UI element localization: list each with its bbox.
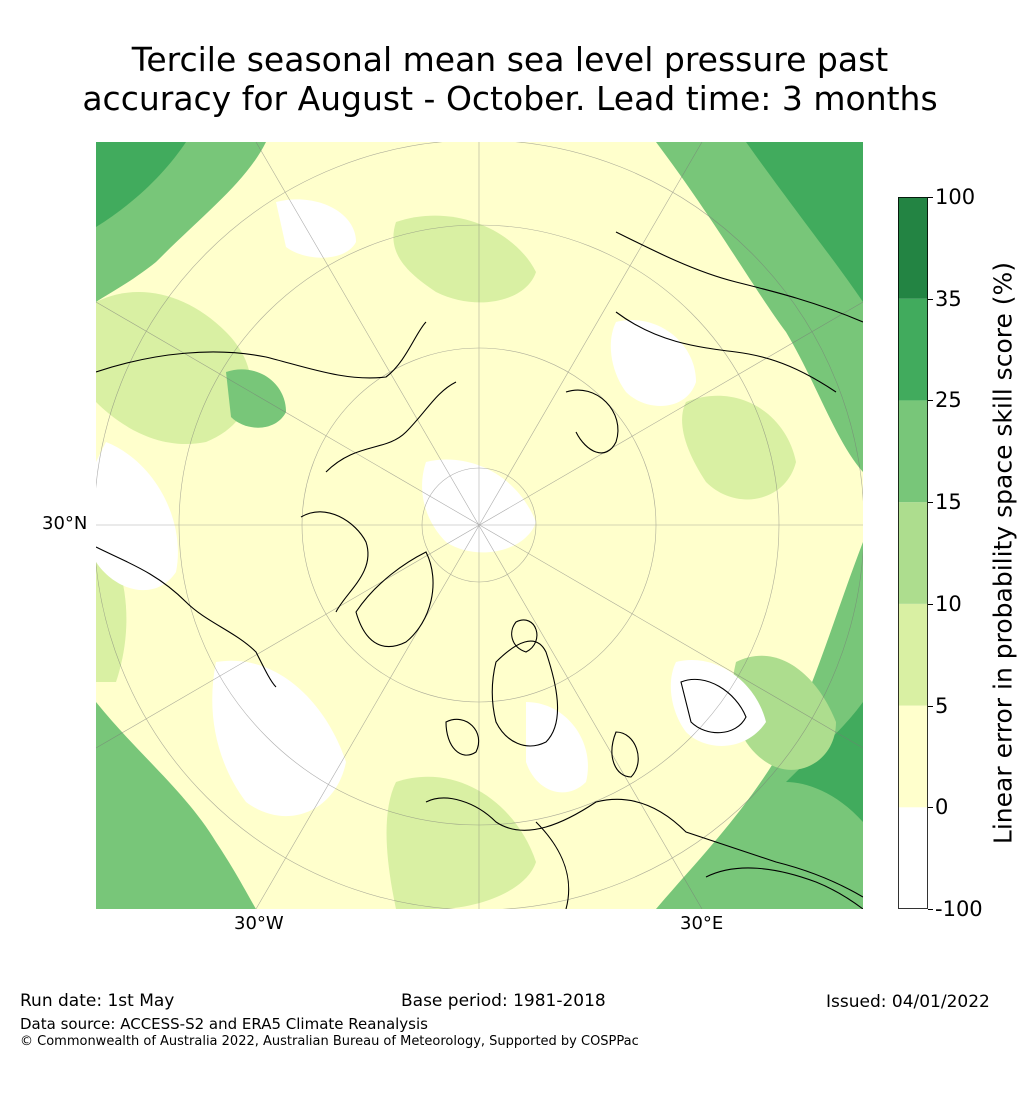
skill-zone-green-ne-dark [746,142,863,302]
run-date: Run date: 1st May [20,991,175,1011]
skill-zone-lightgreen-3 [682,395,796,500]
data-source: Data source: ACCESS-S2 and ERA5 Climate … [20,1015,428,1033]
colorbar-tick-label: 0 [935,795,949,820]
colorbar-tick-mark [928,298,933,300]
colorbar-tick-label: -100 [935,897,983,921]
colorbar-tick-label: 100 [935,185,976,209]
map-title: Tercile seasonal mean sea level pressure… [0,40,1020,118]
coastlines [96,231,863,909]
colorbar-bin [898,298,928,401]
skill-zone-white-2 [212,660,346,817]
colorbar-tick-label: 25 [935,388,962,413]
skill-zone-green-se-dark [786,702,863,822]
colorbar-tick-label: 15 [935,490,962,515]
base-period: Base period: 1981-2018 [401,991,606,1011]
skill-zone-white-6 [276,199,356,258]
map-title-line2: accuracy for August - October. Lead time… [82,79,938,118]
colorbar-bin [898,502,928,604]
colorbar-bin [898,705,928,808]
colorbar-tick-mark [928,400,933,402]
copyright-notice: © Commonwealth of Australia 2022, Austra… [20,1034,639,1049]
skill-zone-white-5 [670,660,766,746]
skill-zone-lightgreen-5 [386,776,536,909]
colorbar-tick-label: 35 [935,286,962,311]
skill-zone-green-se [656,542,863,909]
polar-map [96,142,863,909]
skill-zone-lightgreen-1 [96,292,251,444]
colorbar-tick-mark [928,909,933,910]
colorbar-tick-mark [928,603,933,605]
skill-zone-lightgreen-6 [732,655,836,770]
colorbar-bin [898,197,928,299]
skill-zone-green-sw [96,702,256,909]
skill-zone-lightgreen-7 [226,369,286,428]
skill-zone-white-7 [526,702,588,793]
longitude-label-30w: 30°W [234,913,284,934]
issued-date: Issued: 04/01/2022 [826,992,990,1012]
skill-zone-white-1 [96,442,178,591]
colorbar-tick-mark [928,807,933,809]
latitude-label-30n: 30°N [42,513,88,534]
colorbar-border [898,197,928,909]
colorbar-bin [898,603,928,706]
map-title-line1: Tercile seasonal mean sea level pressure… [131,40,889,79]
graticule [96,142,863,909]
colorbar-bin [898,807,928,909]
colorbar-tick-label: 10 [935,591,962,616]
colorbar-bin [898,400,928,503]
longitude-label-30e: 30°E [680,913,724,934]
skill-zone-lightgreen-2 [393,215,536,303]
colorbar [898,197,928,909]
colorbar-title: Linear error in probability space skill … [988,261,1018,845]
colorbar-tick-label: 5 [935,693,949,718]
colorbar-tick-mark [928,197,933,198]
colorbar-tick-mark [928,502,933,504]
colorbar-tick-mark [928,705,933,707]
skill-zone-green-nw-dark [96,142,186,227]
